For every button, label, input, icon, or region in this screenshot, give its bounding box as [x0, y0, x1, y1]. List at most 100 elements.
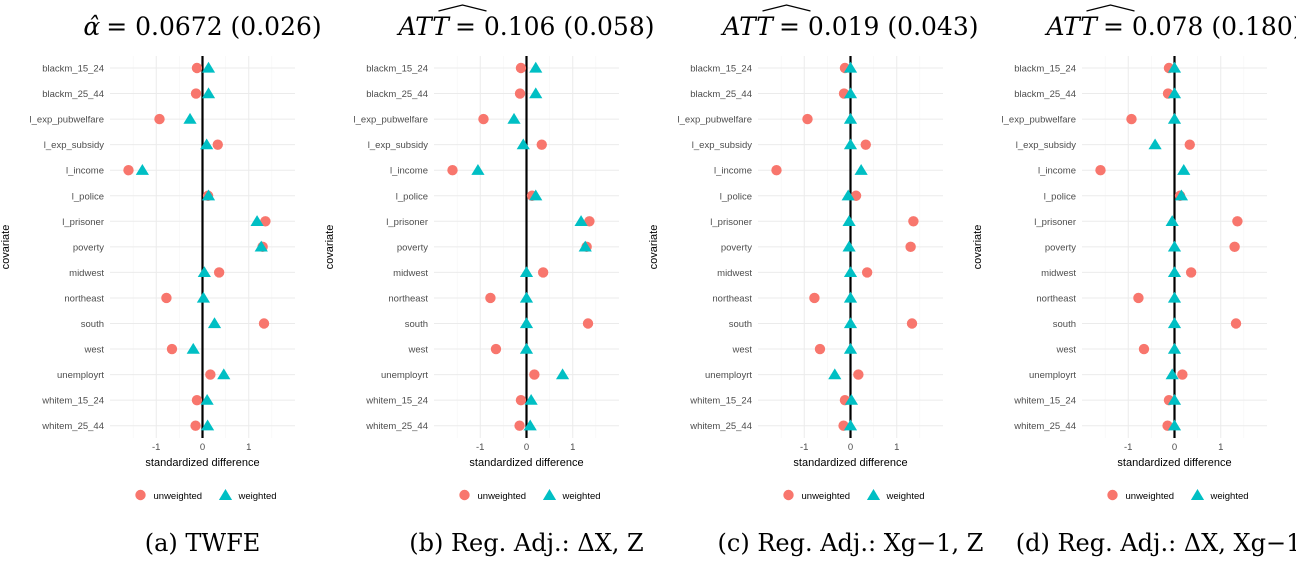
point-weighted-triangle: [201, 87, 216, 99]
y-tick-label: unemployrt: [381, 370, 428, 381]
legend-weighted-label: weighted: [238, 491, 277, 502]
point-unweighted-circle: [771, 165, 782, 176]
y-axis-label: covariate: [972, 225, 984, 270]
legend-weighted-label: weighted: [1210, 491, 1249, 502]
point-unweighted-circle: [1229, 241, 1240, 253]
y-tick-label: whitem_25_44: [365, 421, 428, 432]
y-tick-label: south: [405, 319, 428, 330]
y-tick-label: blackm_25_44: [42, 89, 104, 100]
x-axis-label: standardized difference: [793, 457, 907, 469]
y-axis-label: covariate: [648, 225, 660, 270]
point-weighted-triangle: [1167, 291, 1182, 303]
y-tick-label: whitem_15_24: [1013, 396, 1076, 407]
y-tick-label: l_exp_pubwelfare: [1002, 115, 1076, 126]
point-unweighted-circle: [447, 165, 458, 176]
legend-unweighted-label: unweighted: [802, 491, 851, 502]
point-unweighted-circle: [123, 165, 134, 176]
point-weighted-triangle: [519, 266, 534, 278]
y-tick-label: l_income: [1038, 166, 1076, 177]
point-unweighted-circle: [809, 292, 820, 304]
legend-weighted-swatch: [1190, 489, 1205, 500]
point-weighted-triangle: [186, 342, 200, 354]
point-weighted-triangle: [196, 291, 211, 303]
panel-title: ATT = 0.019 (0.043): [720, 12, 978, 41]
y-tick-label: poverty: [1045, 242, 1076, 253]
y-tick-label: unemployrt: [705, 370, 752, 381]
point-weighted-triangle: [843, 266, 858, 278]
point-weighted-triangle: [842, 240, 856, 252]
legend-unweighted-label: unweighted: [1126, 491, 1175, 502]
y-tick-label: south: [729, 319, 752, 330]
point-unweighted-circle: [191, 394, 203, 406]
point-weighted-triangle: [529, 61, 543, 73]
point-unweighted-circle: [166, 343, 178, 355]
y-tick-label: l_police: [720, 191, 752, 202]
point-weighted-triangle: [529, 189, 543, 201]
point-weighted-triangle: [507, 112, 521, 124]
x-axis-label: standardized difference: [469, 457, 583, 469]
panel-2: ATT = 0.106 (0.058) blackm_15_24 blackm_25_…: [324, 4, 655, 557]
point-weighted-triangle: [843, 317, 858, 329]
title-hat-accent: [762, 4, 811, 12]
point-weighted-triangle: [843, 291, 858, 303]
y-tick-label: l_prisoner: [710, 217, 752, 228]
x-tick-label: 0: [1172, 442, 1177, 453]
point-weighted-triangle: [854, 164, 868, 175]
y-tick-label: l_exp_subsidy: [368, 140, 428, 151]
point-weighted-triangle: [1165, 215, 1179, 226]
point-weighted-triangle: [844, 393, 859, 405]
panel-title-value: = 0.019 (0.043): [779, 12, 979, 41]
point-unweighted-circle: [537, 267, 549, 278]
point-unweighted-circle: [908, 216, 919, 227]
point-unweighted-circle: [485, 292, 496, 304]
point-unweighted-circle: [515, 394, 527, 406]
panel-title: ATT = 0.106 (0.058): [396, 12, 654, 41]
point-weighted-triangle: [200, 419, 215, 431]
point-unweighted-circle: [1138, 343, 1150, 355]
point-unweighted-circle: [490, 343, 502, 355]
y-tick-label: northeast: [1036, 293, 1076, 304]
y-tick-label: l_police: [1044, 191, 1076, 202]
panel-title-value: = 0.0672 (0.026): [106, 12, 321, 41]
point-weighted-triangle: [843, 61, 858, 73]
point-weighted-triangle: [1167, 266, 1182, 278]
y-tick-label: whitem_25_44: [1013, 421, 1076, 432]
point-unweighted-circle: [514, 420, 525, 431]
x-tick-label: 1: [246, 442, 251, 453]
x-tick-label: 0: [200, 442, 205, 453]
point-weighted-triangle: [1167, 87, 1182, 99]
y-tick-label: l_exp_pubwelfare: [354, 115, 428, 126]
point-weighted-triangle: [843, 419, 858, 431]
point-unweighted-circle: [1095, 165, 1106, 176]
panel-title: α̂ = 0.0672 (0.026): [83, 12, 321, 41]
y-tick-label: west: [1055, 345, 1076, 356]
point-weighted-triangle: [201, 189, 216, 201]
point-weighted-triangle: [135, 164, 149, 175]
panel-title-value: = 0.078 (0.180): [1103, 12, 1296, 41]
y-tick-label: l_prisoner: [1034, 217, 1076, 228]
x-tick-label: 1: [1218, 442, 1223, 453]
x-tick-label: -1: [1124, 442, 1132, 453]
y-axis-label: covariate: [0, 225, 12, 270]
point-weighted-triangle: [843, 87, 858, 99]
point-unweighted-circle: [1232, 216, 1243, 227]
panel-1: α̂ = 0.0672 (0.026) blackm_15_24 blackm_25_…: [0, 12, 322, 557]
point-unweighted-circle: [1133, 292, 1144, 304]
point-unweighted-circle: [906, 318, 918, 329]
point-unweighted-circle: [1184, 139, 1195, 150]
point-unweighted-circle: [205, 369, 216, 380]
point-unweighted-circle: [529, 369, 540, 380]
x-tick-label: 1: [570, 442, 575, 453]
point-weighted-triangle: [843, 138, 858, 150]
point-unweighted-circle: [190, 88, 202, 99]
point-weighted-triangle: [1148, 138, 1162, 150]
x-tick-label: -1: [152, 442, 160, 453]
y-tick-label: l_prisoner: [62, 217, 104, 228]
point-unweighted-circle: [478, 113, 489, 125]
point-weighted-triangle: [529, 87, 543, 99]
panel-3: ATT = 0.019 (0.043) blackm_15_24 blackm_25_…: [648, 4, 983, 557]
y-tick-label: l_exp_subsidy: [44, 140, 104, 151]
point-weighted-triangle: [1167, 419, 1182, 431]
point-unweighted-circle: [802, 113, 813, 125]
